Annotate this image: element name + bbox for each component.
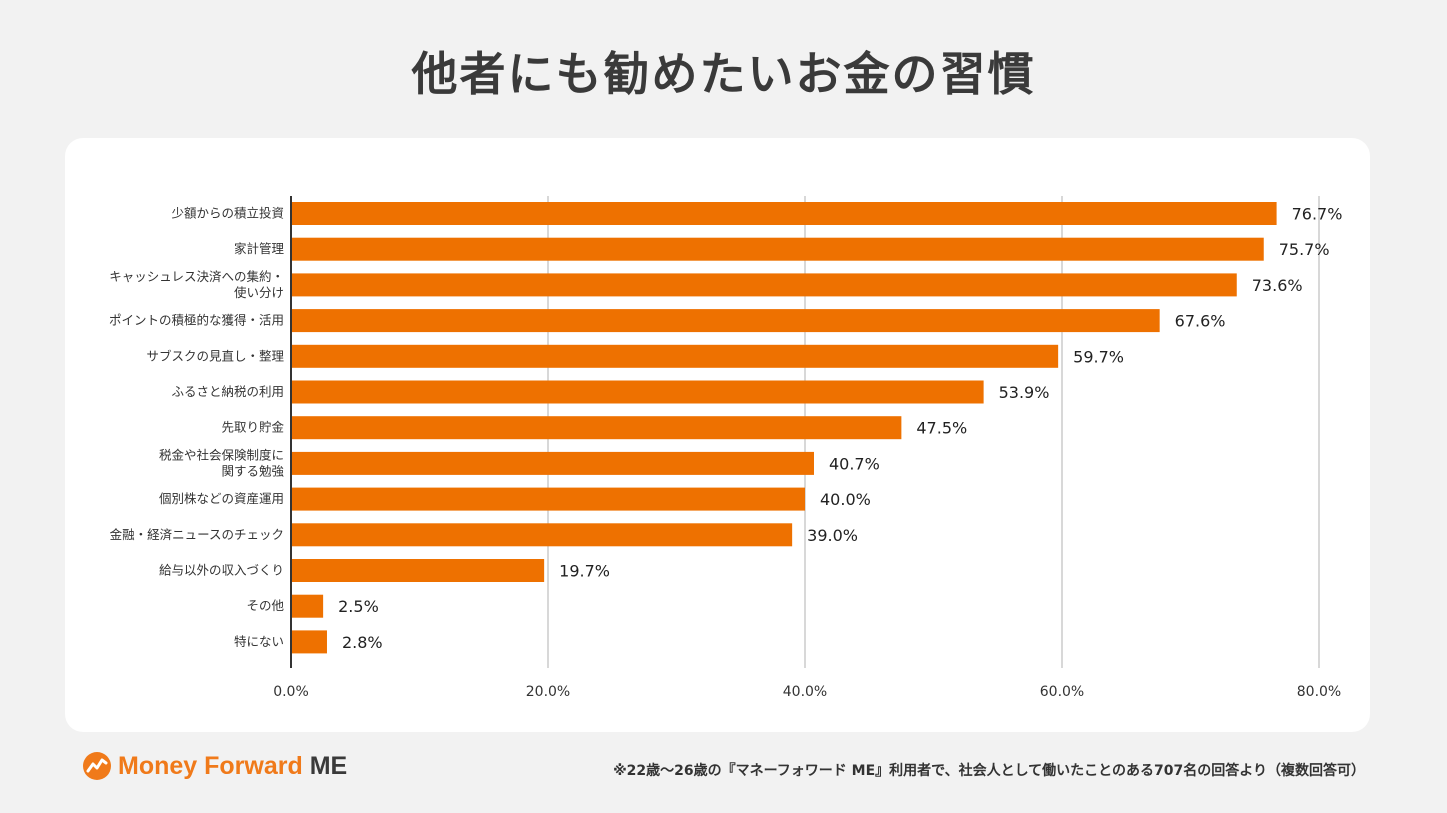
x-tick-label: 80.0%: [1297, 684, 1341, 700]
chart-title: 他者にも勧めたいお金の習慣: [411, 47, 1036, 101]
category-label: 金融・経済ニュースのチェック: [110, 527, 284, 542]
category-label: その他: [246, 598, 284, 613]
category-label: 給与以外の収入づくり: [159, 563, 284, 578]
value-label: 39.0%: [807, 526, 858, 545]
category-label: 個別株などの資産運用: [159, 491, 284, 506]
chart-card: 0.0% 20.0% 40.0% 60.0% 80.0% 76.7% 少額からの積立投資 75…: [65, 138, 1370, 732]
bar: [291, 309, 1160, 333]
category-label: サブスクの見直し・整理: [146, 348, 284, 363]
category-label: ふるさと納税の利用: [171, 384, 284, 399]
bar: [291, 380, 984, 404]
category-label: 特にない: [234, 634, 284, 649]
x-tick-label: 0.0%: [273, 684, 309, 700]
bar: [291, 202, 1277, 225]
category-label: 少額からの積立投資: [171, 206, 284, 221]
x-tick-label: 20.0%: [526, 684, 570, 700]
category-label: ポイントの積極的な獲得・活用: [109, 313, 284, 328]
bar: [291, 416, 902, 440]
bar: [291, 237, 1264, 261]
money-forward-logo-icon: [83, 752, 111, 780]
x-tick-label: 60.0%: [1040, 684, 1084, 700]
category-label: キャッシュレス決済への集約・使い分け: [109, 269, 284, 300]
footer-note: ※22歳〜26歳の『マネーフォワード ME』利用者で、社会人として働いたことのあ…: [613, 763, 1365, 779]
value-label: 75.7%: [1279, 240, 1330, 259]
bar: [291, 451, 814, 475]
category-label: 税金や社会保険制度に関する勉強: [159, 447, 285, 478]
value-label: 53.9%: [999, 383, 1050, 402]
category-label: 家計管理: [234, 241, 285, 256]
bar: [291, 523, 793, 547]
logo-wordmark: Money Forward ME: [118, 751, 348, 780]
value-label: 40.0%: [820, 490, 871, 509]
value-label: 40.7%: [829, 454, 880, 473]
money-forward-logo: Money Forward ME: [82, 748, 347, 784]
bar: [291, 630, 327, 654]
value-label: 67.6%: [1175, 312, 1226, 331]
value-label: 2.8%: [342, 633, 383, 652]
bar: [291, 344, 1059, 368]
value-label: 59.7%: [1073, 347, 1124, 366]
value-label: 47.5%: [916, 419, 967, 438]
bar: [291, 559, 545, 582]
value-label: 19.7%: [559, 562, 610, 581]
bar: [291, 594, 324, 618]
value-label: 2.5%: [338, 597, 379, 616]
value-label: 73.6%: [1252, 276, 1303, 295]
bar: [291, 487, 805, 511]
x-tick-label: 40.0%: [783, 684, 827, 700]
value-label: 76.7%: [1292, 205, 1343, 224]
bar-chart: 0.0% 20.0% 40.0% 60.0% 80.0% 76.7% 少額からの積立投資 75…: [109, 196, 1343, 700]
category-label: 先取り貯金: [221, 420, 284, 435]
bar: [291, 273, 1237, 297]
